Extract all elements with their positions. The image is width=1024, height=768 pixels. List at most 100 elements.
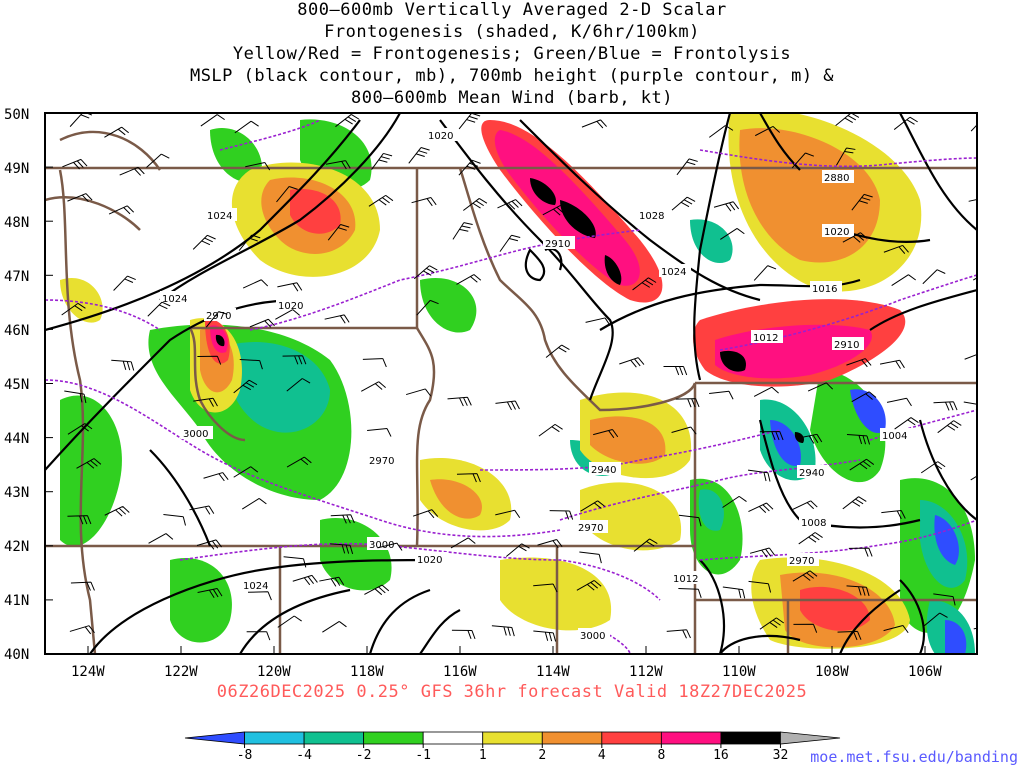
- wind-barb: [205, 311, 228, 328]
- wind-barb: [720, 228, 745, 240]
- title-line-4: MSLP (black contour, mb), 700mb height (…: [189, 66, 835, 86]
- wind-barb: [277, 615, 302, 628]
- colorbar-swatch: [184, 731, 245, 745]
- svg-text:1020: 1020: [417, 555, 442, 566]
- wind-barb: [286, 456, 312, 468]
- wind-barb: [798, 532, 823, 545]
- wind-barb: [933, 593, 956, 606]
- mslp-label: 1024: [160, 291, 192, 305]
- lat-label: 48N: [4, 215, 29, 231]
- wind-barb: [456, 274, 482, 285]
- svg-text:1020: 1020: [824, 227, 849, 238]
- wind-barb: [241, 498, 267, 510]
- mslp-label: 1008: [799, 515, 831, 529]
- wind-barb: [330, 543, 354, 555]
- wind-barb: [753, 265, 777, 281]
- wind-barb: [452, 222, 473, 240]
- wind-barb: [119, 166, 145, 176]
- mslp-label: 1012: [671, 571, 703, 585]
- height-label: 2940: [797, 465, 829, 479]
- colorbar-level-label: 16: [713, 748, 729, 763]
- lon-label: 124W: [71, 664, 105, 680]
- svg-text:2910: 2910: [834, 340, 859, 351]
- colorbar-level-label: 8: [657, 748, 665, 763]
- wind-barb: [533, 630, 557, 642]
- svg-text:2970: 2970: [578, 523, 603, 534]
- wind-barb: [245, 162, 271, 171]
- wind-barb: [163, 513, 186, 526]
- wind-barb: [837, 630, 862, 641]
- wind-barb: [632, 277, 657, 291]
- wind-barb: [675, 398, 700, 408]
- wind-barb: [70, 581, 95, 591]
- wind-barb: [970, 124, 977, 132]
- svg-text:1016: 1016: [812, 284, 837, 295]
- wind-barb: [113, 275, 136, 291]
- wind-barb: [276, 186, 298, 203]
- wind-barb: [76, 458, 102, 469]
- svg-text:3000: 3000: [183, 429, 208, 440]
- svg-text:3000: 3000: [580, 631, 605, 642]
- wind-barb: [491, 625, 515, 637]
- wind-barb: [458, 113, 481, 130]
- wind-barbs: [61, 113, 977, 642]
- wind-barb: [585, 317, 611, 326]
- wind-barb: [883, 624, 909, 634]
- title-line-2: Frontogenesis (shaded, K/6hr/100km): [324, 22, 700, 42]
- wind-barb: [325, 160, 351, 170]
- wind-barb: [593, 429, 619, 439]
- svg-text:3000: 3000: [369, 540, 394, 551]
- wind-barb: [111, 359, 135, 371]
- wind-barb: [275, 309, 301, 320]
- wind-barb: [722, 586, 746, 599]
- mslp-label: 1016: [810, 281, 842, 295]
- wind-barb: [364, 584, 390, 596]
- wind-barb: [282, 355, 307, 365]
- wind-barb: [537, 539, 563, 549]
- wind-barb: [413, 265, 438, 280]
- colorbar-swatch: [541, 731, 603, 745]
- height-label: 3000: [578, 628, 610, 642]
- longitude-axis: 124W 122W 120W 118W 116W 114W 112W 110W …: [71, 664, 942, 680]
- height-label: 2880: [822, 170, 854, 184]
- wind-barb: [67, 515, 92, 525]
- svg-text:1024: 1024: [207, 211, 232, 222]
- wind-barb: [851, 391, 877, 403]
- wind-barb: [968, 199, 977, 202]
- wind-barb: [146, 153, 170, 168]
- wind-barb: [495, 400, 520, 411]
- wind-barb: [755, 125, 781, 137]
- wind-barb: [619, 357, 645, 368]
- svg-text:1012: 1012: [673, 574, 698, 585]
- wind-barb: [322, 621, 347, 633]
- wind-barb: [920, 461, 946, 474]
- wind-barb: [286, 378, 311, 392]
- wind-barb: [886, 397, 912, 407]
- wind-barb: [851, 193, 873, 211]
- colorbar-level-label: -1: [415, 748, 431, 763]
- wind-barb: [748, 580, 772, 593]
- wind-barb: [327, 223, 350, 241]
- wind-barb: [495, 509, 521, 519]
- colorbar-swatch: [303, 731, 365, 745]
- wind-barb: [406, 388, 432, 397]
- mslp-label: 1004: [880, 428, 912, 442]
- height-label: 2970: [204, 308, 236, 322]
- lat-label: 40N: [4, 647, 29, 663]
- mslp-label: 1020: [426, 128, 458, 142]
- wind-barb: [937, 420, 962, 434]
- svg-text:1004: 1004: [882, 431, 907, 442]
- wind-barb: [792, 570, 818, 582]
- svg-text:2970: 2970: [369, 456, 394, 467]
- svg-text:1012: 1012: [753, 333, 778, 344]
- colorbar-swatch: [482, 731, 543, 745]
- wind-barb: [67, 193, 93, 203]
- wind-barb: [747, 469, 771, 482]
- wind-barb: [108, 205, 135, 215]
- wind-barb: [104, 505, 130, 517]
- mslp-label: 1024: [659, 264, 691, 278]
- svg-text:2880: 2880: [824, 173, 849, 184]
- wind-barb: [249, 318, 275, 328]
- colorbar-swatch: [422, 731, 484, 745]
- wind-barb: [192, 234, 216, 250]
